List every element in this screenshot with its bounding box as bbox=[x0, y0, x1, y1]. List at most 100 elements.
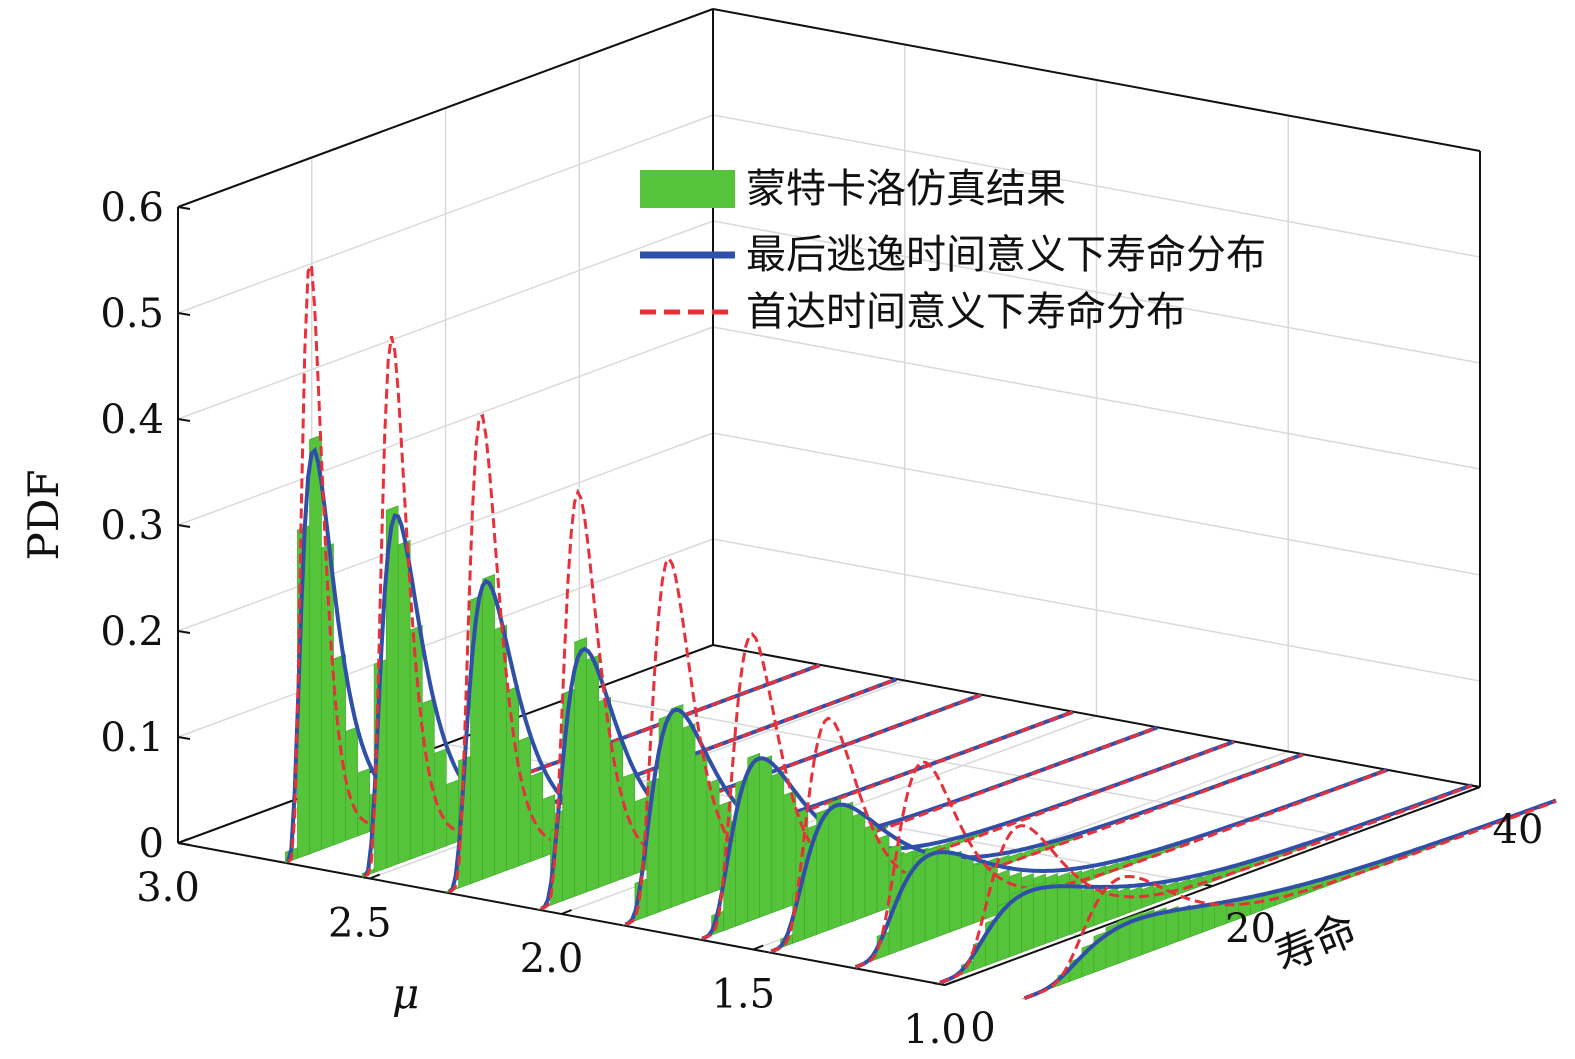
z-tick-mark bbox=[177, 524, 191, 528]
histogram-bar bbox=[586, 654, 600, 893]
histogram-bar bbox=[1105, 886, 1119, 922]
series-slice bbox=[768, 716, 1304, 954]
series-slice bbox=[285, 260, 821, 864]
legend-label-histogram: 蒙特卡洛仿真结果 bbox=[746, 166, 1066, 212]
axis-edge bbox=[712, 8, 1481, 152]
z-tick-mark bbox=[177, 206, 191, 210]
z-tick-label: 0.2 bbox=[100, 609, 164, 655]
first-passage-curve bbox=[770, 716, 1304, 953]
life-tick-label: 20 bbox=[1225, 906, 1276, 952]
histogram-bar bbox=[518, 735, 532, 867]
series-slice bbox=[1021, 798, 1557, 1001]
histogram-bar bbox=[1129, 885, 1143, 913]
histogram-bar bbox=[1045, 881, 1058, 944]
histogram-bar bbox=[1165, 905, 1179, 947]
histogram-bar bbox=[864, 822, 878, 918]
axis-edge bbox=[177, 8, 714, 208]
histogram-bar bbox=[876, 834, 890, 913]
histogram-bar bbox=[924, 846, 938, 942]
histogram-bar bbox=[1117, 886, 1131, 918]
first-passage-curve bbox=[624, 555, 1158, 926]
histogram-bar bbox=[530, 771, 544, 862]
histogram-bar bbox=[1129, 912, 1143, 960]
z-tick-mark bbox=[177, 418, 191, 422]
z-tick-label: 0.6 bbox=[100, 185, 164, 231]
legend-swatch-histogram bbox=[640, 170, 735, 208]
z-tick-mark bbox=[177, 736, 191, 740]
mu-tick-label: 3.0 bbox=[136, 865, 200, 911]
histogram-bar bbox=[840, 801, 854, 927]
data-series bbox=[285, 260, 1557, 1001]
mu-tick-mark bbox=[561, 909, 572, 915]
histogram-bar bbox=[960, 855, 974, 929]
histogram-bar bbox=[1069, 884, 1083, 936]
histogram-bar bbox=[1081, 885, 1095, 931]
histogram-bar bbox=[1153, 907, 1167, 951]
first-passage-curve bbox=[1023, 800, 1557, 1000]
histogram-bar bbox=[622, 772, 636, 880]
z-tick-mark bbox=[177, 312, 191, 316]
life-axis-title: 寿命 bbox=[1267, 904, 1363, 981]
histogram-bar bbox=[574, 637, 587, 897]
mu-tick-label: 2.0 bbox=[520, 936, 584, 982]
axis-edge bbox=[712, 644, 1481, 788]
histogram-bar bbox=[759, 755, 773, 918]
histogram-bar bbox=[852, 811, 866, 922]
z-tick-label: 0 bbox=[139, 821, 164, 867]
histogram-bar bbox=[682, 723, 696, 904]
histogram-bar bbox=[506, 685, 520, 871]
legend: 蒙特卡洛仿真结果 最后逃逸时间意义下寿命分布 首达时间意义下寿命分布 bbox=[640, 166, 1266, 335]
z-tick-label: 0.1 bbox=[100, 715, 164, 761]
mu-tick-label: 2.5 bbox=[328, 901, 392, 947]
legend-label-first-passage: 首达时间意义下寿命分布 bbox=[746, 289, 1186, 335]
z-tick-mark bbox=[177, 842, 191, 846]
histogram-bar bbox=[598, 696, 612, 888]
histogram-bar bbox=[828, 798, 842, 931]
histogram-bar bbox=[747, 752, 761, 923]
first-passage-curve bbox=[540, 488, 1074, 911]
first-passage-curve bbox=[855, 760, 1388, 969]
mu-tick-mark bbox=[177, 838, 189, 844]
mu-tick-label: 1.5 bbox=[711, 972, 775, 1018]
histogram-bar bbox=[421, 698, 435, 856]
histogram-bar bbox=[357, 768, 370, 837]
histogram-bar bbox=[670, 703, 684, 908]
histogram-bar bbox=[783, 790, 797, 909]
legend-label-last-exit: 最后逃逸时间意义下寿命分布 bbox=[746, 232, 1266, 278]
last-exit-curve bbox=[1023, 798, 1557, 1001]
z-tick-label: 0.3 bbox=[100, 503, 164, 549]
mu-tick-mark bbox=[752, 944, 764, 951]
life-tick-mark bbox=[932, 982, 946, 986]
histogram-bar bbox=[309, 434, 322, 855]
histogram-bar bbox=[482, 573, 495, 880]
histogram-bar bbox=[409, 625, 423, 860]
histogram-bar bbox=[936, 846, 950, 938]
histogram-bar bbox=[948, 850, 962, 933]
histogram-bar bbox=[445, 779, 459, 847]
z-tick-label: 0.4 bbox=[100, 397, 164, 443]
histogram-bar bbox=[385, 505, 399, 869]
life-tick-label: 0 bbox=[970, 1005, 995, 1051]
histogram-bar bbox=[610, 738, 624, 884]
histogram-bar bbox=[771, 770, 785, 914]
histogram-bar bbox=[1141, 909, 1155, 956]
series-slice bbox=[937, 783, 1473, 985]
mu-tick-mark bbox=[944, 980, 956, 986]
histogram-bar bbox=[694, 751, 708, 900]
first-passage-curve bbox=[939, 784, 1473, 985]
z-axis-title: PDF bbox=[19, 469, 68, 560]
mu-axis-title: μ bbox=[392, 969, 419, 1018]
mu-tick-mark bbox=[369, 873, 381, 880]
histogram-bar bbox=[494, 624, 507, 876]
z-tick-label: 0.5 bbox=[100, 291, 164, 337]
histogram-bar bbox=[1021, 883, 1034, 953]
histogram-bar bbox=[1177, 904, 1191, 942]
histogram-bar bbox=[1057, 882, 1070, 940]
histogram-bar bbox=[397, 539, 411, 865]
histogram-bar bbox=[972, 861, 986, 924]
histogram-bar bbox=[1033, 881, 1046, 949]
z-tick-mark bbox=[177, 630, 191, 634]
life-tick-label: 40 bbox=[1493, 807, 1544, 853]
